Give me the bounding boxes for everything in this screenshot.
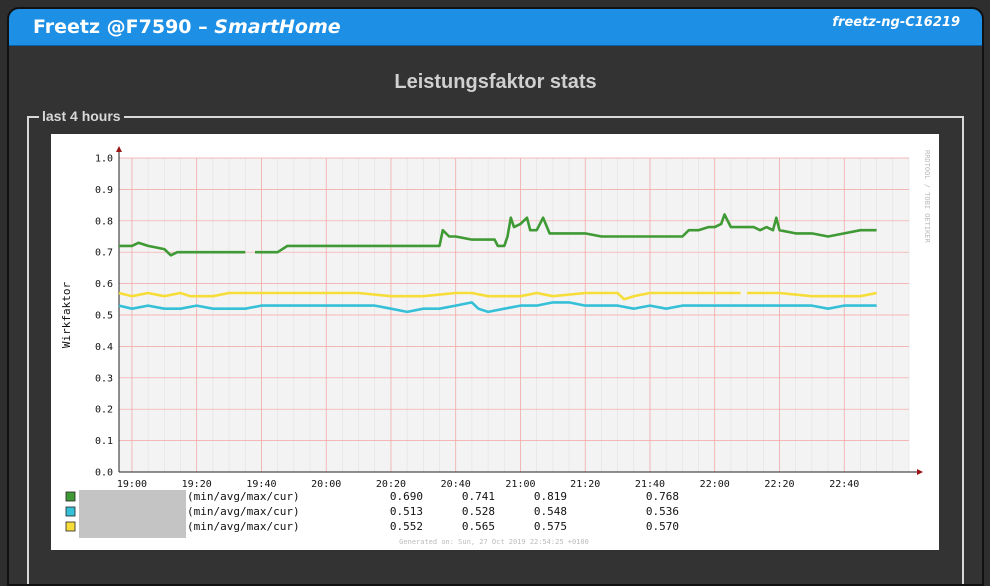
redacted-names bbox=[79, 490, 186, 538]
y-tick-label: 0.1 bbox=[95, 436, 113, 447]
x-tick-label: 21:00 bbox=[505, 479, 535, 490]
legend-min: 0.690 bbox=[390, 490, 423, 503]
title-bar: Freetz @F7590 – SmartHome freetz-ng-C162… bbox=[9, 9, 982, 46]
series-line-3 bbox=[118, 301, 877, 314]
legend-swatch bbox=[65, 506, 76, 517]
x-tick-label: 21:40 bbox=[635, 479, 665, 490]
legend-min: 0.552 bbox=[390, 520, 423, 533]
graph-image: 0.0 0.1 0.2 0.3 0.4 0.5 0.6 0.7 0.8 0.9 1.0 19:00 19… bbox=[51, 134, 939, 550]
legend-avg: 0.528 bbox=[462, 505, 495, 518]
legend-label: (min/avg/max/cur) bbox=[187, 505, 300, 518]
legend-max: 0.575 bbox=[534, 520, 567, 533]
y-tick-label: 0.8 bbox=[95, 216, 113, 227]
y-tick-label: 1.0 bbox=[95, 154, 113, 165]
y-tick-label: 0.5 bbox=[95, 311, 113, 322]
legend-avg: 0.565 bbox=[462, 520, 495, 533]
x-tick-label: 20:00 bbox=[311, 479, 341, 490]
x-axis-arrow bbox=[917, 469, 923, 475]
series-line-2 bbox=[118, 291, 877, 301]
y-axis-arrow bbox=[116, 146, 122, 152]
x-tick-label: 20:20 bbox=[376, 479, 406, 490]
x-tick-label: 21:20 bbox=[570, 479, 600, 490]
legend-label: (min/avg/max/cur) bbox=[187, 520, 300, 533]
x-tick-label: 22:40 bbox=[829, 479, 859, 490]
generated-footer: Generated on: Sun, 27 Oct 2019 22:54:25 … bbox=[399, 538, 589, 546]
legend-cur: 0.536 bbox=[646, 505, 679, 518]
y-tick-label: 0.2 bbox=[95, 405, 113, 416]
legend-swatch bbox=[65, 521, 76, 532]
app-title-main: Freetz @F7590 – bbox=[33, 16, 215, 38]
legend-max: 0.819 bbox=[534, 490, 567, 503]
legend-label: (min/avg/max/cur) bbox=[187, 490, 300, 503]
legend-swatch bbox=[65, 491, 76, 502]
x-tick-label: 19:20 bbox=[182, 479, 212, 490]
y-tick-label: 0.3 bbox=[95, 373, 113, 384]
x-tick-label: 22:20 bbox=[764, 479, 794, 490]
chart-svg: 0.0 0.1 0.2 0.3 0.4 0.5 0.6 0.7 0.8 0.9 1.0 19:00 19… bbox=[60, 146, 931, 546]
x-tick-label: 19:00 bbox=[117, 479, 147, 490]
legend-cur: 0.570 bbox=[646, 520, 679, 533]
y-tick-label: 0.7 bbox=[95, 248, 113, 259]
series-line-1 bbox=[119, 213, 877, 257]
version-label: freetz-ng-C16219 bbox=[832, 15, 960, 30]
rrdtool-watermark: RRDTOOL / TOBI OETIKER bbox=[923, 150, 931, 244]
legend-avg: 0.741 bbox=[462, 490, 495, 503]
graph-section: last 4 hours bbox=[27, 108, 964, 584]
legend-cur: 0.768 bbox=[646, 490, 679, 503]
x-tick-label: 19:40 bbox=[246, 479, 276, 490]
app-window: Freetz @F7590 – SmartHome freetz-ng-C162… bbox=[7, 7, 984, 586]
x-tick-label: 20:40 bbox=[441, 479, 471, 490]
y-tick-label: 0.0 bbox=[95, 468, 113, 479]
legend-max: 0.548 bbox=[534, 505, 567, 518]
page-title: Leistungsfaktor stats bbox=[394, 71, 597, 93]
section-legend: last 4 hours bbox=[39, 108, 124, 124]
legend-min: 0.513 bbox=[390, 505, 423, 518]
x-tick-label: 22:00 bbox=[700, 479, 730, 490]
y-tick-label: 0.4 bbox=[95, 342, 113, 353]
y-tick-label: 0.9 bbox=[95, 185, 113, 196]
y-axis-label: Wirkfaktor bbox=[60, 282, 73, 349]
app-title: Freetz @F7590 – SmartHome bbox=[33, 16, 341, 38]
y-tick-label: 0.6 bbox=[95, 279, 113, 290]
app-title-italic: SmartHome bbox=[214, 16, 341, 38]
